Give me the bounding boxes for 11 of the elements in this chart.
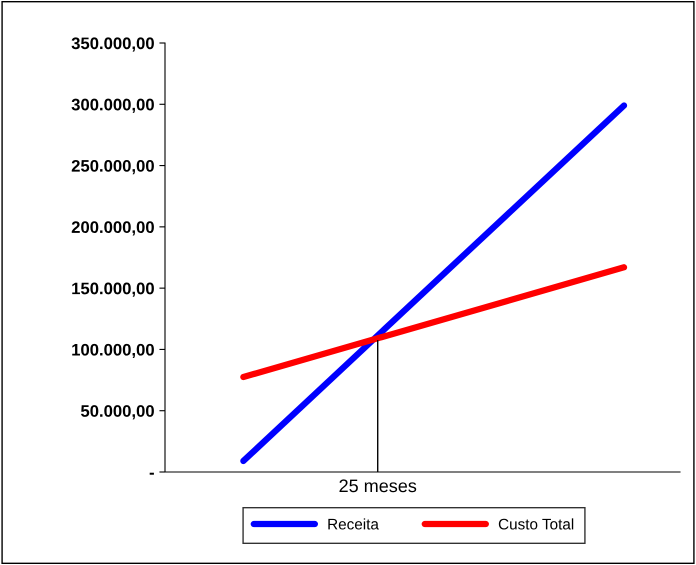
y-tick-label: 250.000,00	[72, 160, 154, 174]
legend-label: Custo Total	[498, 518, 574, 530]
legend-label: Receita	[328, 518, 379, 530]
y-tick-label: 200.000,00	[72, 221, 154, 236]
y-tick-label: 150.000,00	[72, 282, 154, 297]
y-tick-label: 50.000,00	[80, 405, 154, 420]
x-tick-label: 25 meses	[339, 479, 416, 492]
y-tick-label: -	[150, 472, 154, 475]
y-tick-label: 300.000,00	[72, 98, 154, 113]
y-tick-label: 100.000,00	[72, 344, 154, 358]
y-tick-label: 350.000,00	[72, 37, 154, 52]
